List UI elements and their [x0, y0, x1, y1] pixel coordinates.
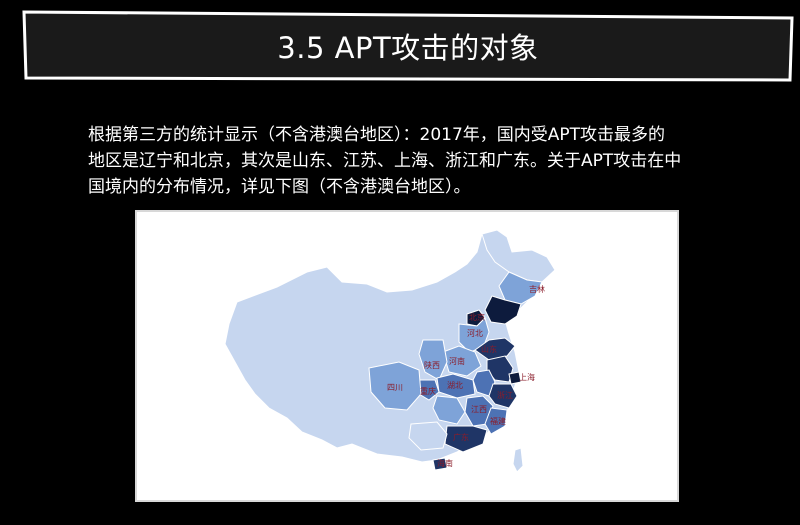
- label-shandong: 山东: [481, 344, 497, 354]
- map-region-island: [512, 447, 524, 473]
- label-chongqing: 重庆: [420, 386, 436, 396]
- label-shanghai: 上海: [519, 372, 535, 382]
- intro-paragraph: 根据第三方的统计显示（不含港澳台地区）：2017年，国内受APT攻击最多的 地区…: [88, 122, 778, 200]
- intro-line: 根据第三方的统计显示（不含港澳台地区）：2017年，国内受APT攻击最多的: [88, 125, 666, 145]
- map-region-liaoning: [484, 295, 522, 325]
- map-region-sichuan: [368, 361, 422, 411]
- label-jilin: 吉林: [529, 284, 545, 294]
- title-banner-frame: [22, 10, 794, 82]
- map-region-jilin: [498, 271, 543, 305]
- title-banner: 3.5 APT攻击的对象: [22, 8, 794, 84]
- label-hubei: 湖北: [447, 381, 463, 390]
- label-fujian: 福建: [490, 416, 506, 426]
- label-hebei: 河北: [467, 328, 483, 338]
- label-beijing: 北京: [469, 312, 485, 322]
- map-region-shanghai: [508, 371, 522, 385]
- intro-line: 国境内的分布情况，详见下图（不含港澳台地区）。: [88, 177, 471, 197]
- label-jiangxi: 江西: [471, 405, 487, 414]
- label-zhejiang: 浙江: [497, 390, 513, 400]
- china-map-svg: 吉林 北京 河北 山东 陕西 河南 湖北 上海 四川 重庆 江西 浙江 福建 广…: [224, 229, 556, 473]
- label-sichuan: 四川: [387, 383, 403, 392]
- map-region-hebei: [458, 317, 490, 353]
- map-region-northeast: [481, 229, 556, 283]
- label-henan: 河南: [449, 356, 465, 366]
- map-region-henan: [442, 345, 482, 377]
- map-region-guangdong: [444, 425, 488, 453]
- page-title: 3.5 APT攻击的对象: [277, 31, 539, 65]
- map-region-hainan: [432, 457, 448, 471]
- label-hainan: 海南: [437, 458, 453, 468]
- map-region-zhejiang: [488, 383, 518, 409]
- label-guangdong: 广东: [453, 432, 469, 442]
- map-region-fujian: [484, 407, 508, 435]
- map-region-hunan: [432, 395, 466, 425]
- label-shaanxi: 陕西: [424, 360, 440, 370]
- china-apt-map: 吉林 北京 河北 山东 陕西 河南 湖北 上海 四川 重庆 江西 浙江 福建 广…: [135, 210, 679, 502]
- map-region-guangxi: [408, 421, 448, 451]
- intro-line: 地区是辽宁和北京，其次是山东、江苏、上海、浙江和广东。关于APT攻击在中: [88, 151, 682, 171]
